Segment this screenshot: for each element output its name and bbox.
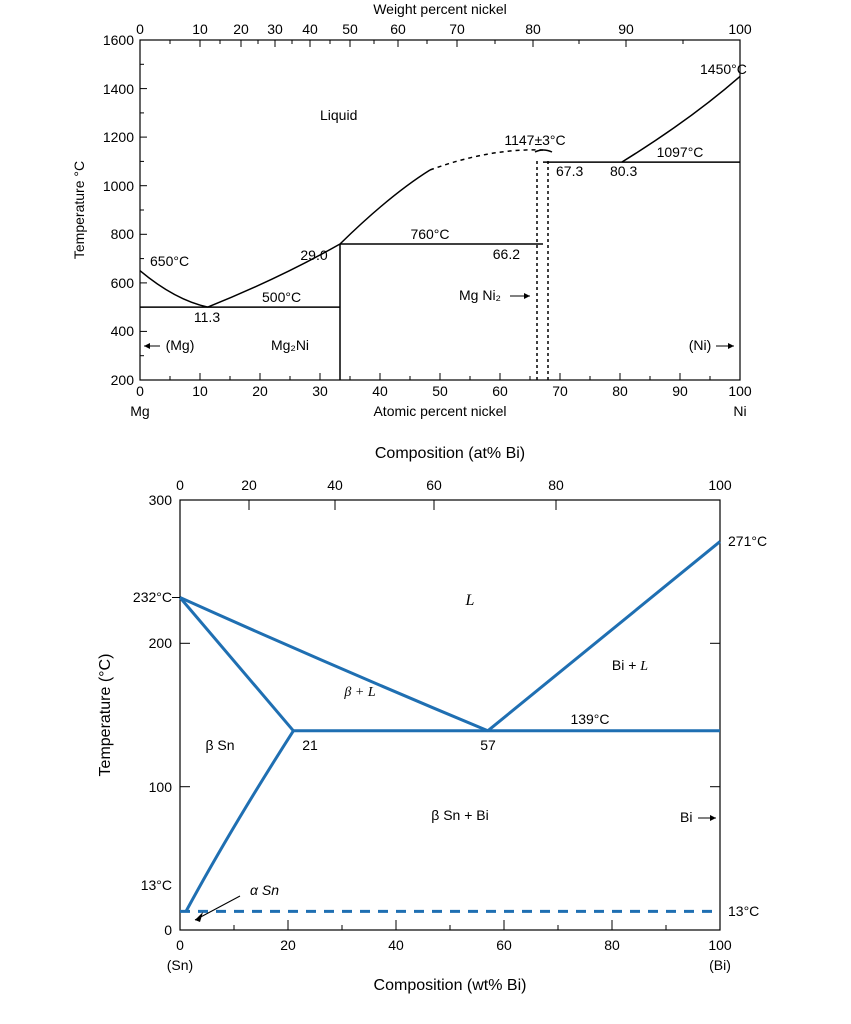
beta-Sn-label: β Sn xyxy=(205,737,234,753)
right-element-2: (Bi) xyxy=(709,957,731,973)
svg-text:1400: 1400 xyxy=(103,81,134,97)
Bi-arrow-label: Bi xyxy=(680,809,716,825)
svg-text:200: 200 xyxy=(149,635,173,651)
svg-text:Mg Ni₂: Mg Ni₂ xyxy=(459,287,501,303)
svg-text:70: 70 xyxy=(449,21,465,37)
svg-text:80: 80 xyxy=(612,383,628,399)
svg-text:200: 200 xyxy=(111,372,135,388)
svg-text:90: 90 xyxy=(672,383,688,399)
alpha-Sn-label: α Sn xyxy=(195,882,279,922)
svg-text:0: 0 xyxy=(164,922,172,938)
svg-text:40: 40 xyxy=(302,21,318,37)
bottom-axis-title: Atomic percent nickel xyxy=(373,403,506,419)
svg-text:(Ni): (Ni) xyxy=(689,337,712,353)
svg-text:60: 60 xyxy=(492,383,508,399)
t13r: 13°C xyxy=(728,903,759,919)
top-axis-title-2: Composition (at% Bi) xyxy=(375,445,525,462)
svg-text:50: 50 xyxy=(432,383,448,399)
svg-text:10: 10 xyxy=(192,21,208,37)
t500: 500°C xyxy=(262,289,301,305)
svg-text:40: 40 xyxy=(327,477,343,493)
svg-text:1200: 1200 xyxy=(103,129,134,145)
svg-text:20: 20 xyxy=(252,383,268,399)
beta-L-label: β + L xyxy=(343,685,375,700)
svg-text:10: 10 xyxy=(192,383,208,399)
svg-text:20: 20 xyxy=(241,477,257,493)
svg-text:100: 100 xyxy=(728,21,752,37)
t760: 760°C xyxy=(410,226,449,242)
t13: 13°C xyxy=(141,877,172,893)
svg-text:50: 50 xyxy=(342,21,358,37)
svg-text:0: 0 xyxy=(136,383,144,399)
mg2ni-label: Mg₂Ni xyxy=(271,337,309,353)
svg-text:40: 40 xyxy=(388,937,404,953)
svg-text:80: 80 xyxy=(548,477,564,493)
svg-text:80: 80 xyxy=(604,937,620,953)
left-element-2: (Sn) xyxy=(167,957,193,973)
y-axis-label: Temperature °C xyxy=(71,161,87,259)
right-element: Ni xyxy=(733,403,746,419)
svg-text:0: 0 xyxy=(176,477,184,493)
beta-Sn-Bi-label: β Sn + Bi xyxy=(431,807,488,823)
svg-text:100: 100 xyxy=(708,937,732,953)
mg-ni-phase-diagram: Weight percent nickel xyxy=(0,0,851,430)
t271: 271°C xyxy=(728,533,767,549)
Bi-L-label: Bi + L xyxy=(612,657,648,674)
svg-text:60: 60 xyxy=(496,937,512,953)
v290: 29.0 xyxy=(300,247,327,263)
v803: 80.3 xyxy=(610,163,637,179)
svg-text:α Sn: α Sn xyxy=(250,882,279,898)
svg-text:1000: 1000 xyxy=(103,178,134,194)
svg-text:70: 70 xyxy=(552,383,568,399)
svg-text:90: 90 xyxy=(618,21,634,37)
v21: 21 xyxy=(302,737,318,753)
svg-text:300: 300 xyxy=(149,492,173,508)
svg-text:400: 400 xyxy=(111,323,135,339)
y-ticks-2: 0 100 200 300 xyxy=(149,492,720,938)
bottom-axis-title-2: Composition (wt% Bi) xyxy=(374,977,527,994)
svg-text:20: 20 xyxy=(233,21,249,37)
t139: 139°C xyxy=(570,711,609,727)
mg-phase-label: (Mg) xyxy=(144,337,194,353)
svg-text:100: 100 xyxy=(149,779,173,795)
top-ticks-2: 0 20 40 60 80 100 xyxy=(176,477,732,510)
svg-text:100: 100 xyxy=(708,477,732,493)
svg-text:600: 600 xyxy=(111,275,135,291)
svg-text:800: 800 xyxy=(111,226,135,242)
bottom-ticks-2: 0 20 40 60 80 100 xyxy=(176,920,732,953)
mgni2-label: Mg Ni₂ xyxy=(459,287,530,303)
t1097: 1097°C xyxy=(657,144,704,160)
ni-phase-label: (Ni) xyxy=(689,337,734,353)
svg-text:0: 0 xyxy=(136,21,144,37)
left-element: Mg xyxy=(130,403,149,419)
svg-text:80: 80 xyxy=(525,21,541,37)
svg-text:0: 0 xyxy=(176,937,184,953)
svg-text:60: 60 xyxy=(426,477,442,493)
svg-text:40: 40 xyxy=(372,383,388,399)
sn-bi-phase-diagram: Composition (at% Bi) 0 20 40 60 80 100 xyxy=(0,430,851,1024)
L-label: L xyxy=(465,592,475,609)
liquid-label: Liquid xyxy=(320,107,357,123)
top-axis-title: Weight percent nickel xyxy=(373,1,507,17)
top-ticks: 0 10 20 30 40 50 60 70 80 90 100 xyxy=(136,21,752,47)
t1147: 1147±3°C xyxy=(504,132,565,148)
bottom-ticks: 0 10 20 30 40 50 60 70 80 90 100 xyxy=(136,373,752,399)
t650: 650°C xyxy=(150,253,189,269)
phase-lines-2 xyxy=(180,542,720,912)
v57: 57 xyxy=(480,737,496,753)
t232: 232°C xyxy=(133,589,172,605)
svg-text:1600: 1600 xyxy=(103,32,134,48)
svg-text:(Mg): (Mg) xyxy=(166,337,195,353)
svg-text:30: 30 xyxy=(267,21,283,37)
v662: 66.2 xyxy=(493,246,520,262)
svg-text:100: 100 xyxy=(728,383,752,399)
svg-text:60: 60 xyxy=(390,21,406,37)
v673: 67.3 xyxy=(556,163,583,179)
svg-text:Bi: Bi xyxy=(680,809,692,825)
t1450: 1450°C xyxy=(700,61,747,77)
v113: 11.3 xyxy=(194,309,220,325)
svg-text:20: 20 xyxy=(280,937,296,953)
svg-text:30: 30 xyxy=(312,383,328,399)
y-axis-label-2: Temperature (°C) xyxy=(97,654,114,777)
